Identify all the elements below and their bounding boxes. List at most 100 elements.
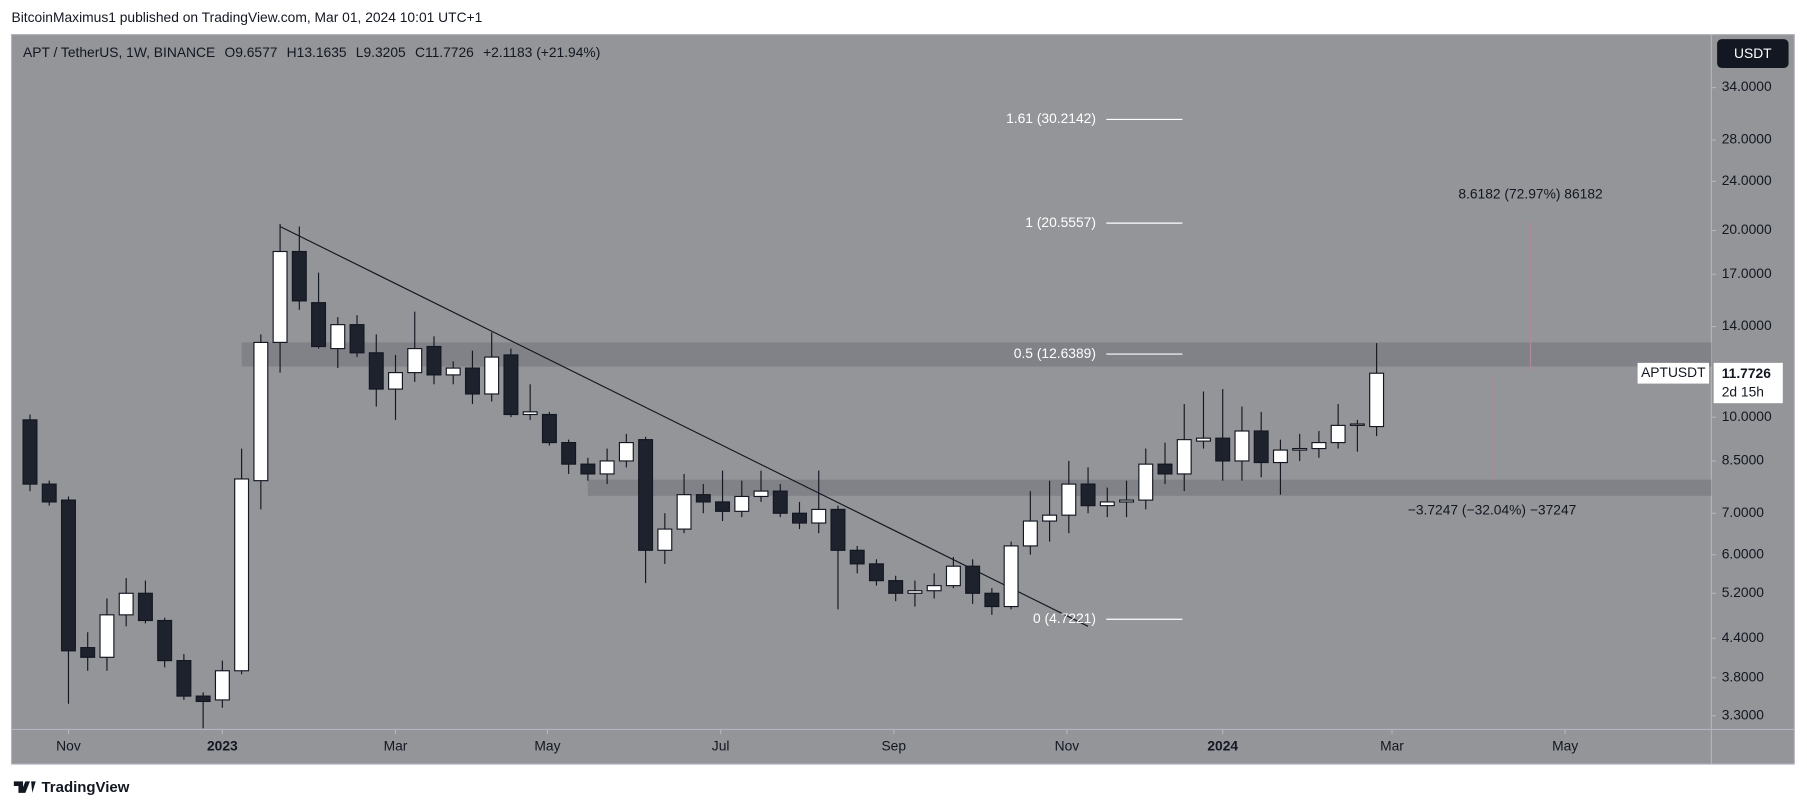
price-tag-bg (1713, 362, 1783, 404)
candle-body (253, 341, 269, 482)
y-tick-label: 20.0000 (1722, 221, 1772, 237)
x-tick-label: 2024 (1207, 737, 1238, 753)
candle-body (1003, 545, 1019, 608)
candle-body (811, 508, 827, 524)
x-tick-label: Mar (1380, 737, 1404, 753)
candle-body (1042, 514, 1058, 522)
candle-body (618, 442, 634, 462)
change: +2.1183 (+21.94%) (483, 44, 600, 60)
candle-body (1119, 499, 1135, 503)
y-tick-label: 34.0000 (1722, 78, 1772, 94)
candle-body (792, 512, 807, 524)
zone (241, 342, 1712, 367)
candle-body (1330, 424, 1346, 444)
publisher: BitcoinMaximus1 published on TradingView… (12, 9, 483, 25)
candle-body (80, 647, 96, 658)
candle-body (830, 508, 846, 551)
candle-body (118, 592, 134, 616)
candle-body (1234, 430, 1250, 462)
candle-body (41, 483, 57, 503)
candle-body (426, 345, 442, 376)
candle-body (984, 592, 1000, 608)
candle-body (599, 460, 615, 475)
candle-body (311, 302, 327, 348)
low-label: L (356, 44, 364, 60)
candle-body (22, 419, 38, 485)
candle-body (195, 695, 211, 703)
candle-body (580, 463, 596, 475)
countdown: 2d 15h (1722, 383, 1764, 399)
candle-body (388, 372, 403, 390)
candle-body (1157, 463, 1173, 475)
low-value: 9.3205 (363, 44, 406, 60)
candle-body (1292, 447, 1308, 451)
candle-body (1253, 430, 1269, 464)
y-tick-label: 3.3000 (1722, 706, 1765, 722)
currency-label: USDT (1734, 45, 1772, 61)
candle-body (137, 592, 153, 622)
candle-body (561, 442, 577, 465)
candle-body (676, 494, 692, 530)
candle-body (445, 367, 461, 376)
y-tick-label: 10.0000 (1722, 408, 1772, 424)
candle-body (330, 324, 346, 350)
y-tick-label: 28.0000 (1722, 131, 1772, 147)
candle-body (407, 348, 423, 374)
candle-body (753, 490, 769, 498)
candle-body (541, 413, 557, 444)
candle-body (1272, 449, 1288, 464)
logo-mark (13, 781, 36, 793)
x-tick-label: Nov (56, 737, 81, 753)
candle-body (522, 411, 538, 416)
candle-body (368, 352, 384, 390)
fib-label: 0.5 (12.6389) (1014, 345, 1096, 361)
candle-body (657, 528, 673, 551)
tradingview-logo: TradingView (13, 779, 130, 796)
candle-body (272, 250, 288, 343)
candle-body (1022, 520, 1038, 547)
candle-body (234, 478, 250, 672)
candle-body (157, 619, 173, 662)
price-tag: 11.7726 (1722, 365, 1771, 381)
y-tick-label: 6.0000 (1722, 545, 1765, 561)
y-tick-label: 24.0000 (1722, 172, 1772, 188)
candle-body (503, 354, 519, 416)
currency-button[interactable] (1717, 39, 1789, 68)
candle-body (464, 367, 480, 395)
candle-body (1311, 442, 1327, 450)
x-tick-label: May (1552, 737, 1578, 753)
candle-body (1369, 372, 1385, 428)
candle-body (1061, 483, 1077, 516)
y-tick-label: 3.8000 (1722, 668, 1765, 684)
close-value: 11.7726 (425, 44, 474, 60)
candle-body (291, 250, 307, 302)
candle-body (1080, 483, 1096, 507)
measure-label: 8.6182 (72.97%) 86182 (1458, 186, 1602, 202)
candle-body (1138, 463, 1154, 501)
chart-frame (10, 33, 1795, 765)
fib-label: 1.61 (30.2142) (1006, 110, 1096, 126)
candle-body (772, 490, 788, 514)
high-value: 13.1635 (297, 44, 347, 60)
fib-label: 0 (4.7221) (1033, 610, 1096, 626)
close-label: C (415, 44, 425, 60)
high-label: H (287, 44, 297, 60)
candle-body (1215, 437, 1231, 462)
open-value: 9.6577 (235, 44, 277, 60)
symbol-tag-bg (1637, 362, 1710, 384)
plot-area: 1.61 (30.2142) 1 (20.5557) 0.5 (12.6389) 0 … (22, 110, 1712, 729)
candle-body (907, 590, 923, 594)
x-tick-label: May (534, 737, 560, 753)
y-tick-label: 17.0000 (1722, 265, 1772, 281)
candle-body (1195, 437, 1211, 442)
symbol: APT / TetherUS, 1W, BINANCE (23, 44, 215, 60)
open-label: O (224, 44, 235, 60)
fib-label: 1 (20.5557) (1025, 214, 1096, 230)
y-tick-label: 5.2000 (1722, 584, 1765, 600)
candle-body (638, 439, 654, 551)
x-tick-label: 2023 (207, 737, 238, 753)
candle-body (214, 670, 230, 701)
measure-label: −3.7247 (−32.04%) −37247 (1408, 501, 1577, 517)
y-tick-label: 8.5000 (1722, 452, 1765, 468)
